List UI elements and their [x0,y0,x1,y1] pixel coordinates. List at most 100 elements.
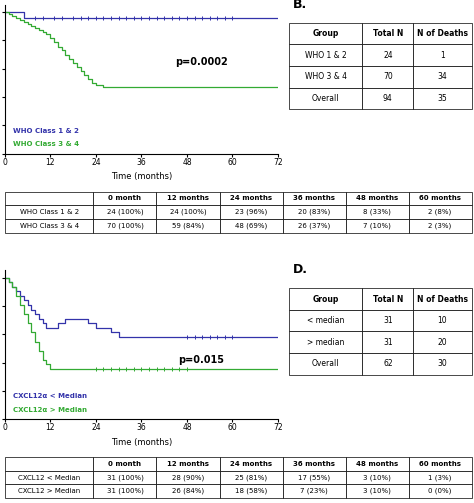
Bar [409,219,472,232]
Text: 2 (3%): 2 (3%) [428,222,452,229]
Bar [290,310,362,331]
Text: WHO Class 1 & 2: WHO Class 1 & 2 [19,209,79,215]
Bar [93,484,156,498]
Bar [413,66,472,88]
X-axis label: Time (months): Time (months) [111,438,172,447]
Bar [5,484,93,498]
Bar [93,192,156,205]
Bar [283,457,346,471]
Text: 70: 70 [383,72,392,81]
Bar [413,310,472,331]
Bar [5,192,93,205]
Text: 24 (100%): 24 (100%) [170,209,206,215]
Text: 1 (3%): 1 (3%) [428,474,452,481]
Text: p=0.015: p=0.015 [179,355,225,365]
Bar [413,23,472,44]
Text: 62: 62 [383,359,392,368]
Bar [156,205,219,219]
Text: 2 (8%): 2 (8%) [428,209,452,215]
Bar [156,192,219,205]
Text: 20: 20 [438,338,447,347]
Bar [290,23,362,44]
Bar [93,205,156,219]
Bar [409,471,472,484]
Text: 31 (100%): 31 (100%) [107,488,144,494]
Bar [219,471,283,484]
Bar [5,219,93,232]
Bar [219,192,283,205]
Bar [362,23,413,44]
Bar [362,88,413,109]
Text: 36 months: 36 months [293,461,335,467]
Bar [409,205,472,219]
Text: 94: 94 [383,94,392,103]
Bar [409,484,472,498]
Bar [346,192,409,205]
Text: Total N: Total N [373,29,403,38]
Bar [156,471,219,484]
Text: WHO 1 & 2: WHO 1 & 2 [305,51,347,60]
Text: 23 (96%): 23 (96%) [235,209,267,215]
Text: N of Deaths: N of Deaths [417,29,468,38]
Text: 48 months: 48 months [356,461,398,467]
Text: 34: 34 [438,72,447,81]
Text: B.: B. [293,0,307,11]
Text: 0 month: 0 month [109,461,141,467]
Bar [346,205,409,219]
Text: 1: 1 [440,51,445,60]
Text: 25 (81%): 25 (81%) [235,474,267,481]
Bar [93,457,156,471]
Text: CXCL12 > Median: CXCL12 > Median [18,488,80,494]
Bar [290,88,362,109]
Text: 60 months: 60 months [419,196,461,202]
Text: WHO Class 1 & 2: WHO Class 1 & 2 [13,128,79,134]
Text: 48 months: 48 months [356,196,398,202]
Text: 8 (33%): 8 (33%) [363,209,391,215]
Text: Group: Group [313,29,339,38]
Text: D.: D. [293,263,308,276]
Text: 60 months: 60 months [419,461,461,467]
Bar [5,471,93,484]
Text: 24: 24 [383,51,392,60]
Text: 26 (84%): 26 (84%) [172,488,204,494]
Text: 30: 30 [438,359,447,368]
Bar [413,331,472,353]
Bar [346,471,409,484]
Bar [409,192,472,205]
Bar [362,310,413,331]
Bar [290,353,362,375]
Bar [346,219,409,232]
Text: 24 (100%): 24 (100%) [107,209,143,215]
Bar [346,484,409,498]
Bar [5,205,93,219]
Text: 59 (84%): 59 (84%) [172,222,204,229]
Text: WHO 3 & 4: WHO 3 & 4 [305,72,347,81]
Text: 3 (10%): 3 (10%) [363,474,391,481]
Text: Overall: Overall [312,359,339,368]
Text: p=0.0002: p=0.0002 [175,56,228,66]
Text: 0 month: 0 month [109,196,141,202]
Text: 31: 31 [383,338,392,347]
Bar [413,88,472,109]
Bar [290,44,362,66]
Bar [409,457,472,471]
Bar [283,219,346,232]
Text: Group: Group [313,295,339,304]
Bar [156,457,219,471]
Text: 70 (100%): 70 (100%) [107,222,144,229]
Text: > median: > median [307,338,345,347]
Bar [283,484,346,498]
Text: 17 (55%): 17 (55%) [298,474,330,481]
Bar [219,484,283,498]
Bar [219,205,283,219]
Bar [93,471,156,484]
Bar [362,353,413,375]
Text: < median: < median [307,316,345,325]
Bar [283,205,346,219]
X-axis label: Time (months): Time (months) [111,173,172,182]
Text: 7 (10%): 7 (10%) [363,222,391,229]
Bar [290,288,362,310]
Bar [283,192,346,205]
Bar [219,457,283,471]
Bar [362,66,413,88]
